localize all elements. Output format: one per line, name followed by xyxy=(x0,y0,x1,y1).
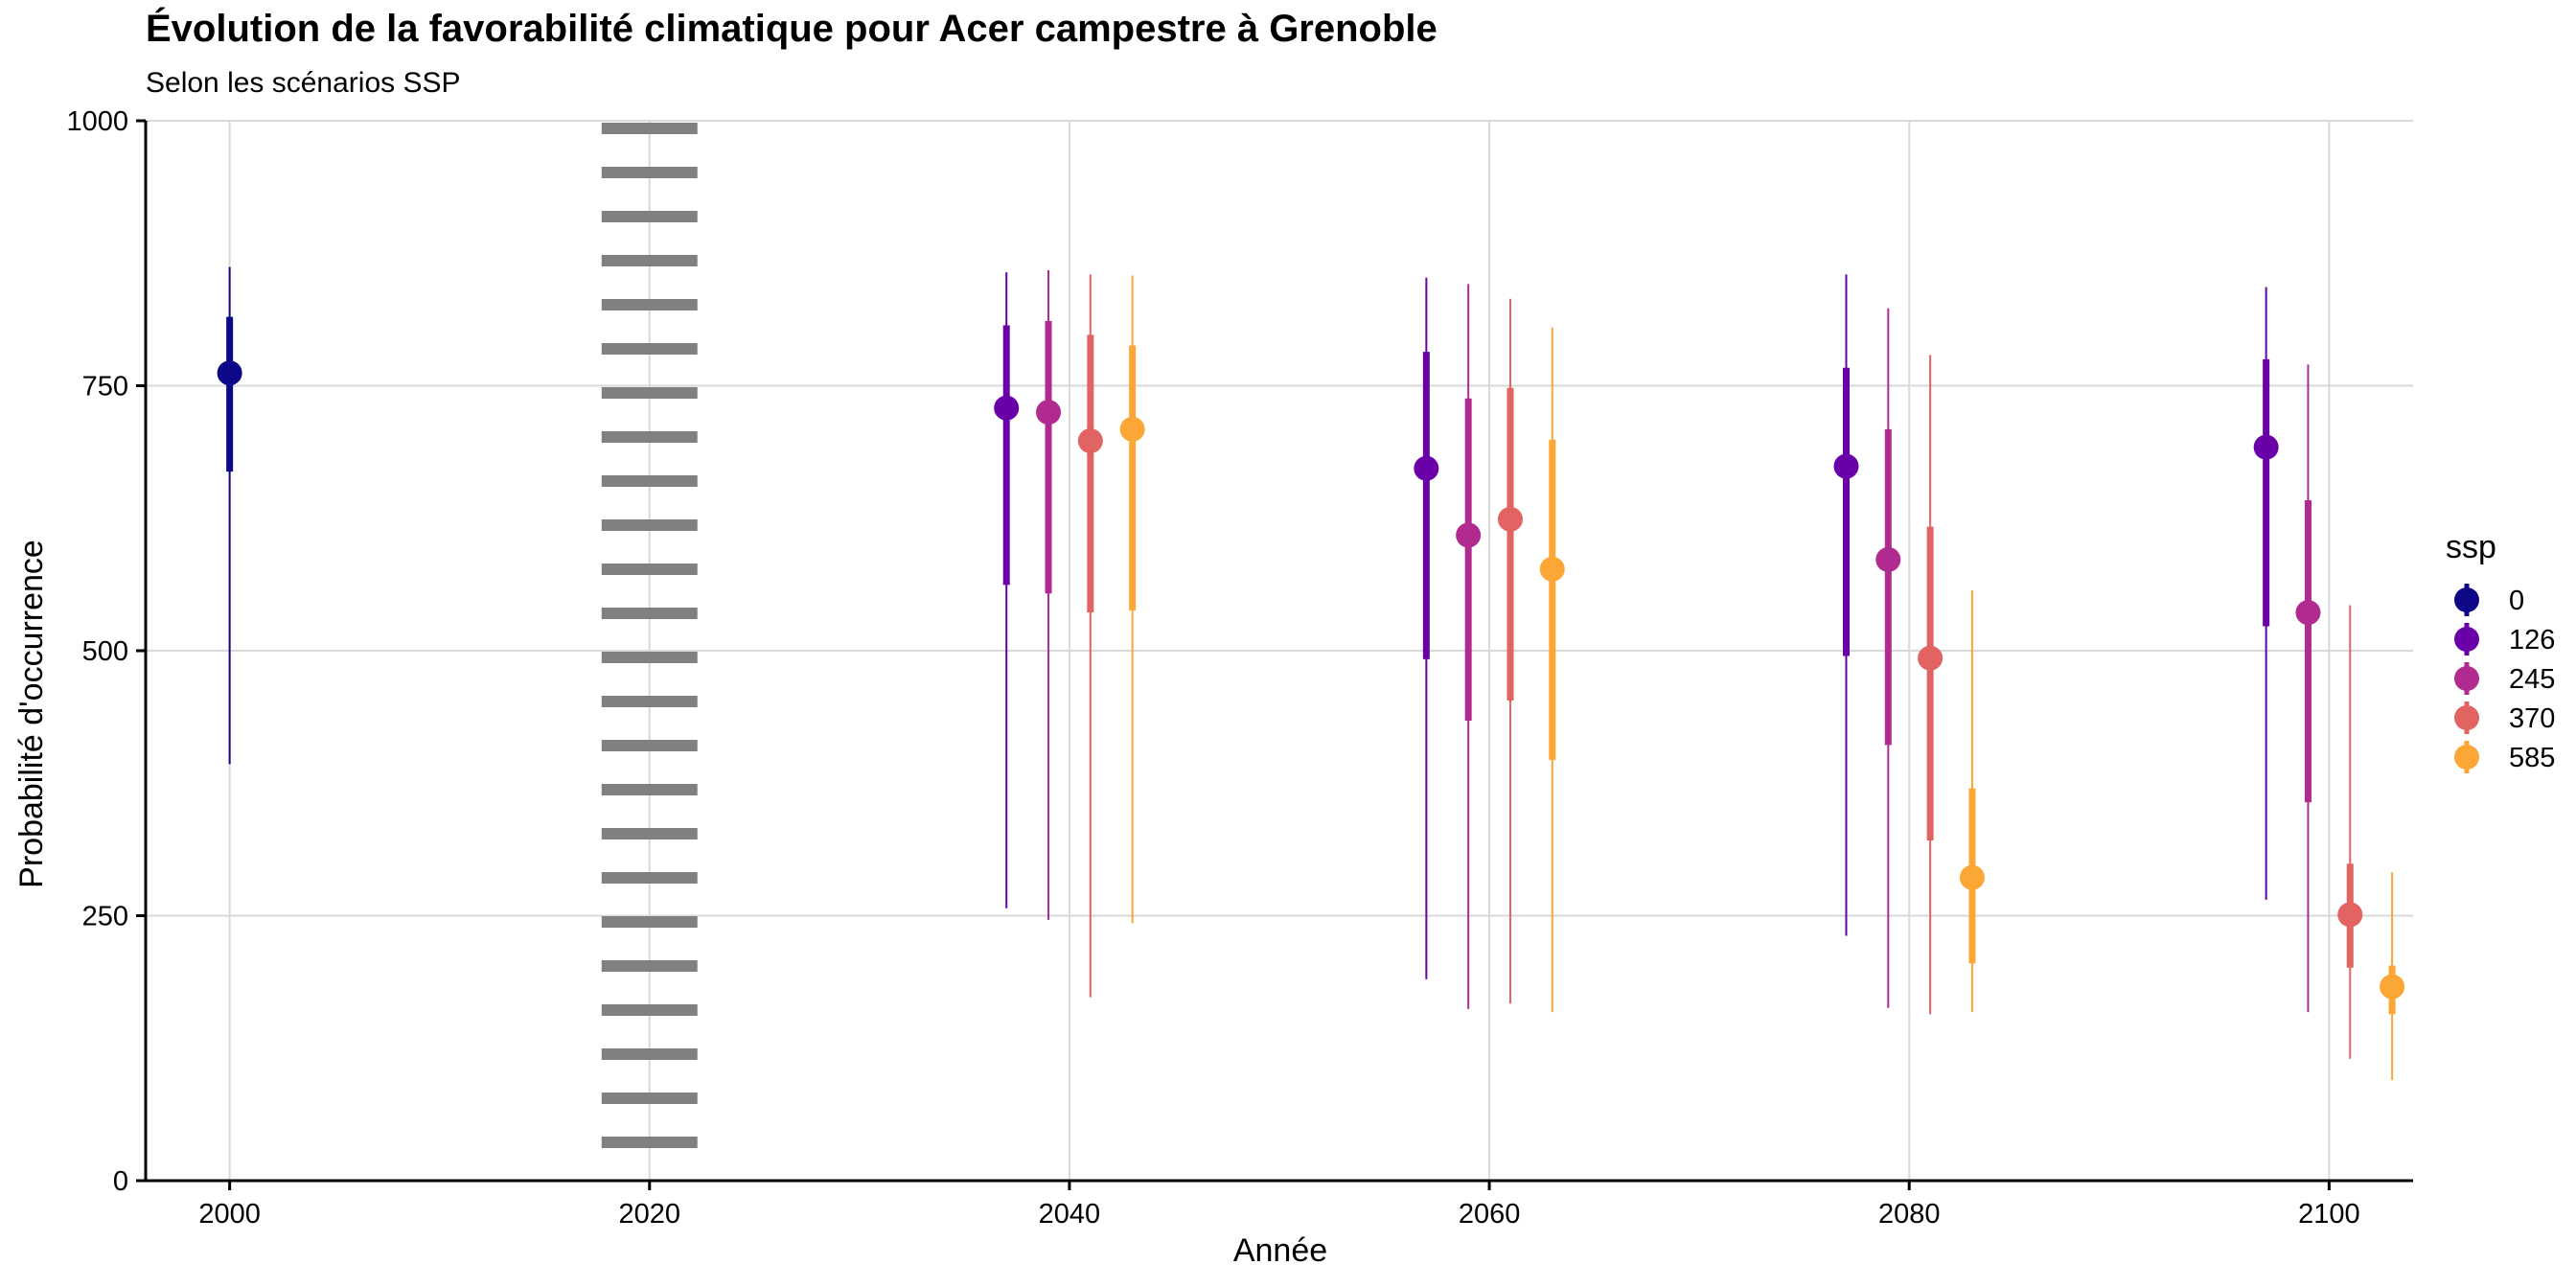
legend-swatch xyxy=(2454,745,2479,770)
legend-label: 370 xyxy=(2509,703,2555,734)
legend-swatch xyxy=(2454,666,2479,691)
point-ssp-126 xyxy=(1833,453,1859,479)
chart-subtitle: Selon les scénarios SSP xyxy=(146,67,461,99)
x-tick-label: 2100 xyxy=(2298,1199,2360,1230)
y-tick-label: 500 xyxy=(82,636,128,667)
legend-swatch xyxy=(2454,627,2479,652)
y-tick-label: 750 xyxy=(82,372,128,402)
y-axis-title: Probabilité d'occurrence xyxy=(13,540,50,888)
legend-swatch xyxy=(2454,705,2479,730)
point-ssp-245 xyxy=(1456,522,1482,548)
point-ssp-585 xyxy=(1119,416,1145,442)
point-ssp-126 xyxy=(1414,455,1439,481)
x-tick-label: 2040 xyxy=(1039,1199,1101,1230)
grid-lines xyxy=(146,120,2413,1182)
point-ssp-585 xyxy=(1539,556,1565,582)
legend-swatch xyxy=(2454,587,2479,612)
point-ssp-370 xyxy=(1918,645,1944,671)
point-ssp-126 xyxy=(2253,434,2279,460)
legend-label: 126 xyxy=(2509,625,2555,656)
legend-label: 245 xyxy=(2509,664,2555,695)
legend-label: 0 xyxy=(2509,586,2524,616)
point-ssp-245 xyxy=(1875,546,1901,572)
data-marks xyxy=(217,266,2405,1080)
point-ssp-370 xyxy=(1077,428,1103,454)
point-ssp-245 xyxy=(1036,400,1062,426)
legend: ssp 0 126 245 370 585 xyxy=(2446,529,2555,773)
point-ssp-585 xyxy=(2380,974,2405,1000)
x-tick-label: 2060 xyxy=(1459,1199,1521,1230)
x-tick-label: 2000 xyxy=(198,1199,261,1230)
x-axis-title: Année xyxy=(1233,1232,1327,1269)
x-tick-label: 2020 xyxy=(619,1199,681,1230)
y-tick-label: 1000 xyxy=(66,106,128,137)
x-tick-label: 2080 xyxy=(1878,1199,1941,1230)
point-ssp-0 xyxy=(217,360,242,386)
axes: 0 250 500 750 1000 2000 2020 2040 2060 2080 2100 xyxy=(66,106,2413,1230)
legend-title: ssp xyxy=(2446,529,2496,565)
chart-title: Évolution de la favorabilité climatique … xyxy=(146,8,1438,50)
point-ssp-245 xyxy=(2295,600,2321,626)
point-ssp-126 xyxy=(994,395,1020,421)
point-ssp-585 xyxy=(1959,864,1985,890)
point-ssp-370 xyxy=(1497,506,1523,532)
legend-label: 585 xyxy=(2509,743,2555,773)
point-ssp-370 xyxy=(2337,902,2363,928)
y-tick-label: 250 xyxy=(82,902,128,932)
y-tick-label: 0 xyxy=(113,1166,128,1197)
